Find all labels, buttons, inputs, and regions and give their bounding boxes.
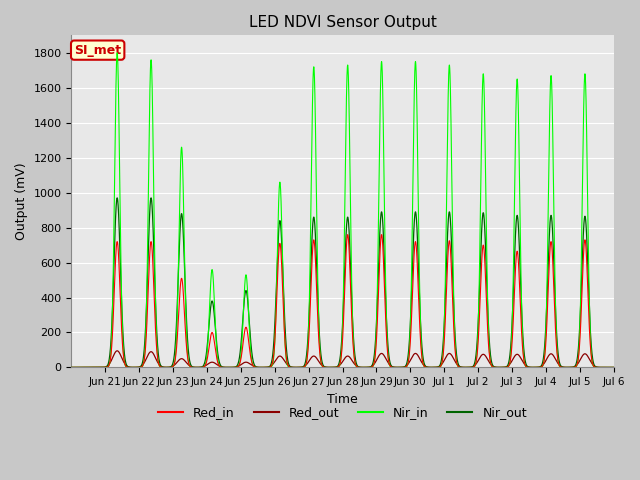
Text: SI_met: SI_met [74,44,121,57]
Legend: Red_in, Red_out, Nir_in, Nir_out: Red_in, Red_out, Nir_in, Nir_out [153,401,532,424]
X-axis label: Time: Time [327,393,358,406]
Y-axis label: Output (mV): Output (mV) [15,163,28,240]
Title: LED NDVI Sensor Output: LED NDVI Sensor Output [248,15,436,30]
